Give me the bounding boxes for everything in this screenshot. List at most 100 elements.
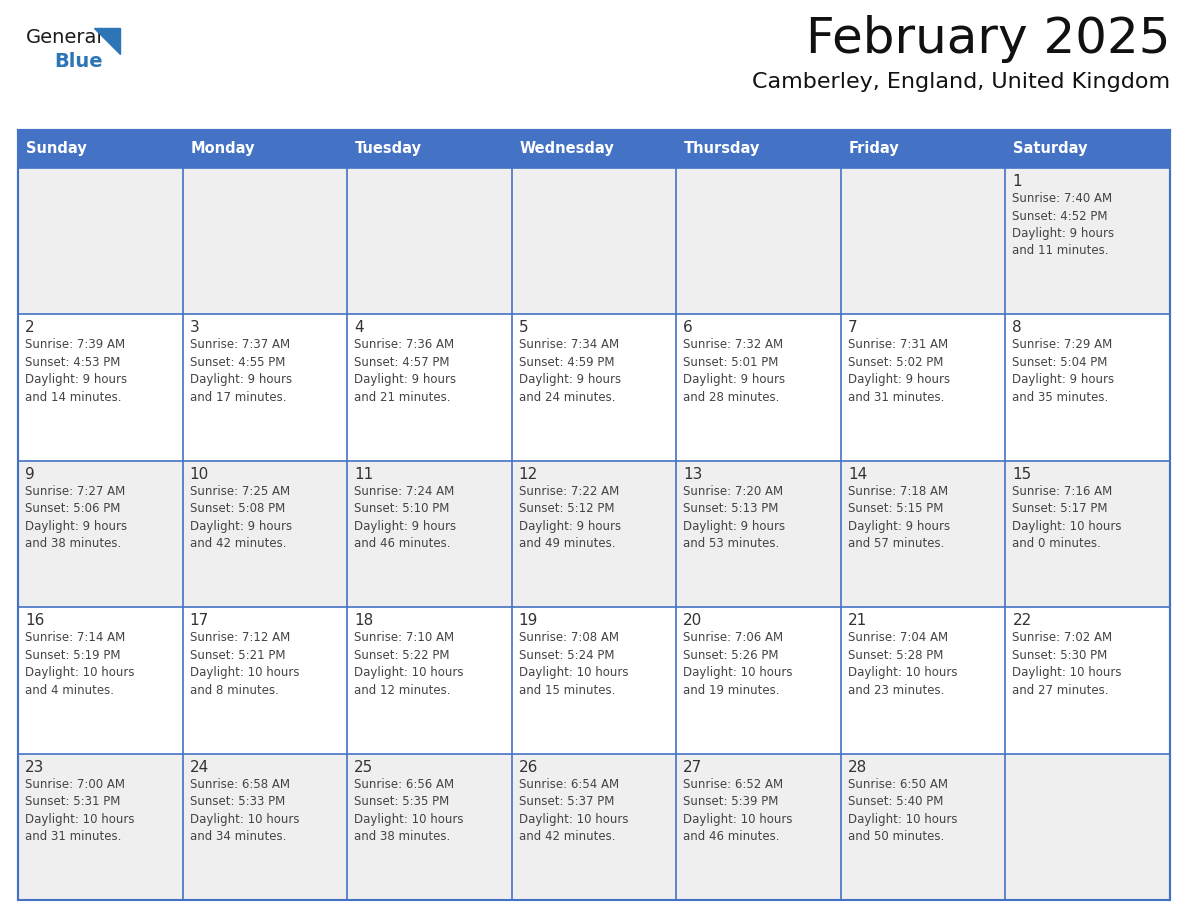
Text: 12: 12 (519, 466, 538, 482)
Bar (18, 461, 183, 607)
Text: 27: 27 (683, 759, 702, 775)
Bar (676, 130, 841, 168)
Text: 7: 7 (848, 320, 858, 335)
Bar (18, 168, 183, 314)
Text: 2: 2 (25, 320, 34, 335)
Bar (183, 168, 347, 314)
Text: Sunrise: 7:00 AM
Sunset: 5:31 PM
Daylight: 10 hours
and 31 minutes.: Sunrise: 7:00 AM Sunset: 5:31 PM Dayligh… (25, 778, 134, 843)
Text: Sunrise: 7:37 AM
Sunset: 4:55 PM
Daylight: 9 hours
and 17 minutes.: Sunrise: 7:37 AM Sunset: 4:55 PM Dayligh… (190, 339, 292, 404)
Bar (183, 461, 347, 607)
Text: Sunrise: 7:20 AM
Sunset: 5:13 PM
Daylight: 9 hours
and 53 minutes.: Sunrise: 7:20 AM Sunset: 5:13 PM Dayligh… (683, 485, 785, 550)
Text: 24: 24 (190, 759, 209, 775)
Text: 16: 16 (25, 613, 44, 628)
Bar (347, 130, 512, 168)
Text: 20: 20 (683, 613, 702, 628)
Bar (512, 168, 676, 314)
Text: 19: 19 (519, 613, 538, 628)
Bar (183, 754, 347, 900)
Text: Sunday: Sunday (26, 141, 87, 156)
Bar (841, 754, 1005, 900)
Bar (676, 754, 841, 900)
Text: Sunrise: 7:02 AM
Sunset: 5:30 PM
Daylight: 10 hours
and 27 minutes.: Sunrise: 7:02 AM Sunset: 5:30 PM Dayligh… (1012, 632, 1121, 697)
Bar (676, 461, 841, 607)
Text: Sunrise: 7:10 AM
Sunset: 5:22 PM
Daylight: 10 hours
and 12 minutes.: Sunrise: 7:10 AM Sunset: 5:22 PM Dayligh… (354, 632, 463, 697)
Text: Sunrise: 7:25 AM
Sunset: 5:08 PM
Daylight: 9 hours
and 42 minutes.: Sunrise: 7:25 AM Sunset: 5:08 PM Dayligh… (190, 485, 292, 550)
Text: Saturday: Saturday (1013, 141, 1088, 156)
Text: 22: 22 (1012, 613, 1031, 628)
Text: General: General (26, 28, 103, 47)
Text: Sunrise: 7:36 AM
Sunset: 4:57 PM
Daylight: 9 hours
and 21 minutes.: Sunrise: 7:36 AM Sunset: 4:57 PM Dayligh… (354, 339, 456, 404)
Bar (347, 314, 512, 461)
Text: Sunrise: 7:39 AM
Sunset: 4:53 PM
Daylight: 9 hours
and 14 minutes.: Sunrise: 7:39 AM Sunset: 4:53 PM Dayligh… (25, 339, 127, 404)
Text: 9: 9 (25, 466, 34, 482)
Bar (676, 314, 841, 461)
Text: Sunrise: 7:32 AM
Sunset: 5:01 PM
Daylight: 9 hours
and 28 minutes.: Sunrise: 7:32 AM Sunset: 5:01 PM Dayligh… (683, 339, 785, 404)
Text: 17: 17 (190, 613, 209, 628)
Text: 21: 21 (848, 613, 867, 628)
Bar (1005, 607, 1170, 754)
Bar (18, 607, 183, 754)
Bar (841, 607, 1005, 754)
Bar (512, 754, 676, 900)
Text: Sunrise: 7:31 AM
Sunset: 5:02 PM
Daylight: 9 hours
and 31 minutes.: Sunrise: 7:31 AM Sunset: 5:02 PM Dayligh… (848, 339, 950, 404)
Bar (347, 461, 512, 607)
Bar (183, 130, 347, 168)
Text: 28: 28 (848, 759, 867, 775)
Text: Sunrise: 6:54 AM
Sunset: 5:37 PM
Daylight: 10 hours
and 42 minutes.: Sunrise: 6:54 AM Sunset: 5:37 PM Dayligh… (519, 778, 628, 843)
Text: 14: 14 (848, 466, 867, 482)
Bar (841, 130, 1005, 168)
Text: Sunrise: 7:12 AM
Sunset: 5:21 PM
Daylight: 10 hours
and 8 minutes.: Sunrise: 7:12 AM Sunset: 5:21 PM Dayligh… (190, 632, 299, 697)
Text: 8: 8 (1012, 320, 1022, 335)
Text: Sunrise: 7:14 AM
Sunset: 5:19 PM
Daylight: 10 hours
and 4 minutes.: Sunrise: 7:14 AM Sunset: 5:19 PM Dayligh… (25, 632, 134, 697)
Text: 13: 13 (683, 466, 702, 482)
Text: 18: 18 (354, 613, 373, 628)
Bar (18, 314, 183, 461)
Text: Sunrise: 7:22 AM
Sunset: 5:12 PM
Daylight: 9 hours
and 49 minutes.: Sunrise: 7:22 AM Sunset: 5:12 PM Dayligh… (519, 485, 621, 550)
Text: Sunrise: 6:52 AM
Sunset: 5:39 PM
Daylight: 10 hours
and 46 minutes.: Sunrise: 6:52 AM Sunset: 5:39 PM Dayligh… (683, 778, 792, 843)
Text: 26: 26 (519, 759, 538, 775)
Polygon shape (94, 28, 120, 54)
Text: Sunrise: 7:08 AM
Sunset: 5:24 PM
Daylight: 10 hours
and 15 minutes.: Sunrise: 7:08 AM Sunset: 5:24 PM Dayligh… (519, 632, 628, 697)
Text: Sunrise: 7:16 AM
Sunset: 5:17 PM
Daylight: 10 hours
and 0 minutes.: Sunrise: 7:16 AM Sunset: 5:17 PM Dayligh… (1012, 485, 1121, 550)
Bar (841, 314, 1005, 461)
Text: Sunrise: 6:50 AM
Sunset: 5:40 PM
Daylight: 10 hours
and 50 minutes.: Sunrise: 6:50 AM Sunset: 5:40 PM Dayligh… (848, 778, 958, 843)
Bar (1005, 314, 1170, 461)
Text: Camberley, England, United Kingdom: Camberley, England, United Kingdom (752, 72, 1170, 92)
Bar (512, 314, 676, 461)
Text: Thursday: Thursday (684, 141, 760, 156)
Bar (18, 130, 183, 168)
Text: Sunrise: 7:40 AM
Sunset: 4:52 PM
Daylight: 9 hours
and 11 minutes.: Sunrise: 7:40 AM Sunset: 4:52 PM Dayligh… (1012, 192, 1114, 258)
Bar (841, 168, 1005, 314)
Text: Tuesday: Tuesday (355, 141, 422, 156)
Bar (183, 314, 347, 461)
Bar (347, 754, 512, 900)
Text: 25: 25 (354, 759, 373, 775)
Bar (347, 607, 512, 754)
Text: Sunrise: 7:06 AM
Sunset: 5:26 PM
Daylight: 10 hours
and 19 minutes.: Sunrise: 7:06 AM Sunset: 5:26 PM Dayligh… (683, 632, 792, 697)
Bar (1005, 461, 1170, 607)
Text: Sunrise: 7:24 AM
Sunset: 5:10 PM
Daylight: 9 hours
and 46 minutes.: Sunrise: 7:24 AM Sunset: 5:10 PM Dayligh… (354, 485, 456, 550)
Bar (1005, 168, 1170, 314)
Text: 10: 10 (190, 466, 209, 482)
Text: Wednesday: Wednesday (519, 141, 614, 156)
Text: 3: 3 (190, 320, 200, 335)
Text: Friday: Friday (849, 141, 899, 156)
Bar (512, 607, 676, 754)
Text: Sunrise: 7:27 AM
Sunset: 5:06 PM
Daylight: 9 hours
and 38 minutes.: Sunrise: 7:27 AM Sunset: 5:06 PM Dayligh… (25, 485, 127, 550)
Bar (18, 130, 1170, 900)
Bar (676, 607, 841, 754)
Bar (1005, 130, 1170, 168)
Text: 11: 11 (354, 466, 373, 482)
Bar (512, 461, 676, 607)
Text: Sunrise: 7:04 AM
Sunset: 5:28 PM
Daylight: 10 hours
and 23 minutes.: Sunrise: 7:04 AM Sunset: 5:28 PM Dayligh… (848, 632, 958, 697)
Text: 6: 6 (683, 320, 693, 335)
Bar (347, 168, 512, 314)
Text: February 2025: February 2025 (805, 15, 1170, 63)
Text: Monday: Monday (190, 141, 255, 156)
Bar (183, 607, 347, 754)
Text: Blue: Blue (53, 52, 102, 71)
Bar (1005, 754, 1170, 900)
Bar (676, 168, 841, 314)
Text: Sunrise: 6:56 AM
Sunset: 5:35 PM
Daylight: 10 hours
and 38 minutes.: Sunrise: 6:56 AM Sunset: 5:35 PM Dayligh… (354, 778, 463, 843)
Text: 15: 15 (1012, 466, 1031, 482)
